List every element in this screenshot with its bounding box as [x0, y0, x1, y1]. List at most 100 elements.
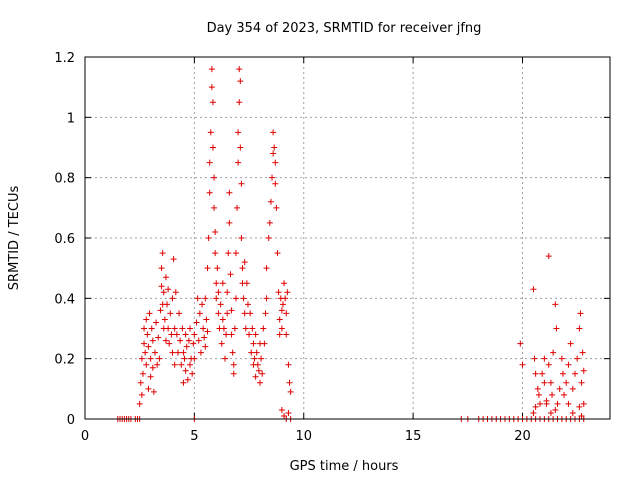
y-tick-label: 1	[67, 111, 75, 126]
data-point	[235, 129, 242, 136]
data-point	[239, 265, 246, 272]
data-point	[232, 295, 239, 302]
data-point	[547, 409, 554, 416]
data-point	[236, 99, 243, 106]
data-point	[138, 391, 145, 398]
x-tick-label: 10	[295, 429, 312, 444]
data-point	[213, 295, 220, 302]
data-point	[579, 349, 586, 356]
data-point	[237, 144, 244, 151]
data-point	[283, 310, 290, 317]
data-point	[532, 403, 539, 410]
data-point	[170, 256, 177, 263]
data-point	[563, 379, 570, 386]
data-point	[211, 174, 218, 181]
data-point	[556, 385, 563, 392]
data-point	[178, 361, 185, 368]
data-point	[569, 385, 576, 392]
data-point	[275, 289, 282, 296]
data-point	[252, 331, 259, 338]
data-point	[234, 204, 241, 211]
data-point	[561, 391, 568, 398]
data-point	[174, 349, 181, 356]
data-point	[136, 400, 143, 407]
data-point	[145, 385, 152, 392]
data-point	[580, 367, 587, 374]
data-point	[147, 373, 154, 380]
data-point	[203, 316, 210, 323]
grid	[85, 57, 610, 419]
data-point	[185, 337, 192, 344]
data-point	[238, 235, 245, 241]
data-point	[141, 325, 148, 332]
data-point	[224, 289, 231, 296]
data-point	[263, 265, 270, 272]
data-point	[182, 331, 189, 338]
data-point	[285, 361, 292, 368]
data-point	[272, 180, 279, 187]
data-point	[550, 349, 557, 356]
data-point	[190, 340, 197, 347]
data-point	[207, 129, 214, 136]
data-point	[187, 325, 193, 332]
data-point	[279, 301, 286, 308]
data-point	[143, 316, 150, 323]
data-point	[230, 361, 237, 368]
data-point	[162, 337, 169, 344]
data-point	[156, 355, 163, 362]
data-point	[552, 301, 559, 308]
data-point	[232, 250, 239, 257]
data-point	[241, 259, 248, 266]
x-tick-label: 0	[81, 429, 89, 444]
data-point	[541, 379, 548, 386]
data-point	[160, 289, 167, 296]
data-point	[539, 370, 546, 377]
data-point	[260, 325, 267, 332]
data-point	[172, 289, 179, 296]
data-point	[218, 340, 225, 347]
data-point	[208, 66, 215, 73]
data-point	[519, 361, 526, 368]
y-tick-label: 0.8	[54, 172, 75, 187]
data-point	[535, 391, 542, 398]
data-point	[565, 400, 572, 407]
data-point	[226, 219, 233, 226]
data-point	[285, 409, 292, 416]
data-point	[204, 328, 211, 335]
data-point	[265, 235, 272, 241]
data-point	[246, 331, 253, 338]
data-point	[226, 189, 233, 196]
data-point	[214, 265, 221, 272]
data-point	[257, 379, 263, 386]
data-point	[152, 349, 158, 356]
data-point	[272, 159, 279, 166]
data-point	[545, 361, 552, 368]
data-point	[171, 361, 178, 368]
data-point	[252, 373, 259, 380]
data-point	[269, 174, 276, 181]
y-axis-label: SRMTID / TECUs	[7, 186, 22, 291]
data-point	[273, 204, 280, 211]
data-point	[517, 340, 524, 347]
data-point	[565, 361, 572, 368]
data-point	[202, 343, 209, 350]
data-point	[147, 355, 154, 362]
data-point	[206, 189, 213, 196]
data-point	[237, 78, 244, 85]
data-point	[262, 310, 269, 317]
data-point	[534, 385, 541, 392]
data-point	[576, 325, 583, 332]
data-point	[545, 253, 552, 260]
data-point	[158, 283, 165, 290]
data-point	[287, 388, 294, 395]
data-point	[144, 331, 151, 338]
data-point	[231, 325, 238, 332]
data-point	[251, 355, 258, 362]
data-point	[212, 228, 219, 235]
data-point	[236, 66, 243, 73]
data-point	[274, 250, 281, 257]
data-point	[543, 397, 550, 404]
data-point	[253, 349, 260, 356]
data-point	[250, 340, 257, 347]
